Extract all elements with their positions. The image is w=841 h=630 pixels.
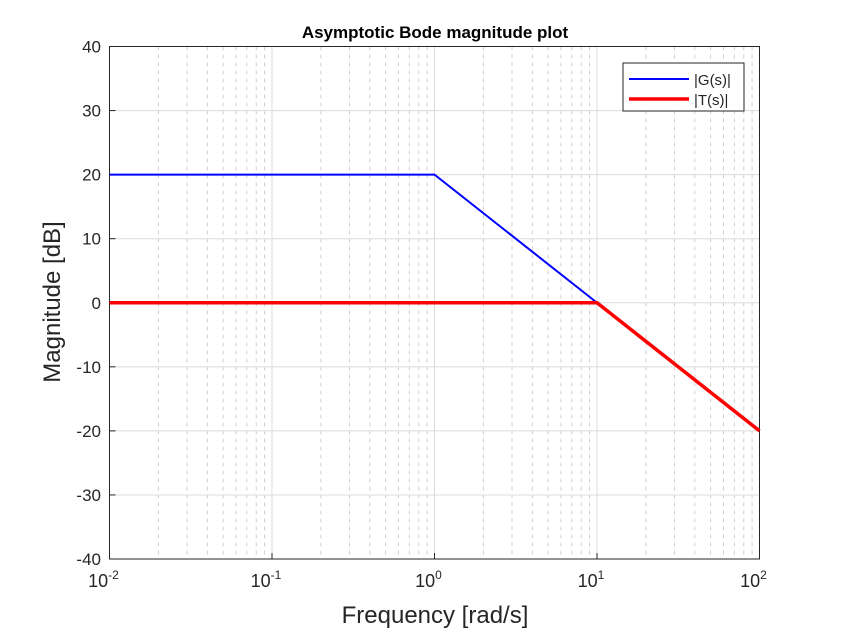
x-tick-label: 102 bbox=[740, 568, 767, 591]
legend-box bbox=[622, 62, 745, 112]
x-tick-exp: -2 bbox=[108, 568, 119, 582]
y-tick-label: -20 bbox=[76, 422, 101, 441]
y-tick-label: -40 bbox=[76, 550, 101, 569]
y-tick-label: -30 bbox=[76, 486, 101, 505]
chart-title: Asymptotic Bode magnitude plot bbox=[302, 23, 569, 42]
x-tick-label: 10-2 bbox=[88, 568, 119, 591]
y-tick-label: 0 bbox=[92, 294, 101, 313]
x-tick-base: 10 bbox=[740, 571, 760, 591]
x-tick-base: 10 bbox=[415, 571, 435, 591]
y-axis-label: Magnitude [dB] bbox=[39, 221, 66, 382]
y-tick-label: 20 bbox=[82, 166, 101, 185]
x-tick-base: 10 bbox=[251, 571, 271, 591]
series-line-t bbox=[109, 301, 761, 433]
legend: |G(s)| |T(s)| bbox=[622, 62, 745, 112]
x-tick-label: 101 bbox=[578, 568, 605, 591]
x-tick-base: 10 bbox=[578, 571, 598, 591]
y-tick-label: 30 bbox=[82, 102, 101, 121]
x-tick-base: 10 bbox=[88, 571, 108, 591]
x-tick-label: 10-1 bbox=[251, 568, 282, 591]
series-lines bbox=[109, 173, 761, 433]
legend-label: |T(s)| bbox=[694, 92, 728, 109]
legend-label: |G(s)| bbox=[694, 72, 731, 89]
y-tick-label: -10 bbox=[76, 358, 101, 377]
x-tick-label: 100 bbox=[415, 568, 442, 591]
x-tick-exp: 0 bbox=[435, 568, 442, 582]
x-tick-exp: 1 bbox=[598, 568, 605, 582]
y-tick-label: 40 bbox=[82, 38, 101, 57]
x-axis-label: Frequency [rad/s] bbox=[342, 602, 529, 629]
x-tick-exp: 2 bbox=[760, 568, 767, 582]
x-tick-exp: -1 bbox=[271, 568, 282, 582]
y-tick-label: 10 bbox=[82, 230, 101, 249]
